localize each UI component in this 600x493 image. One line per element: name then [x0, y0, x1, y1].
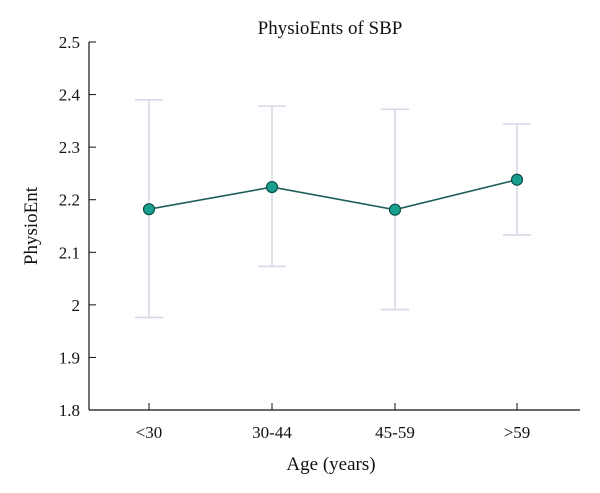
data-point [265, 180, 279, 194]
y-tick-label: 2.1 [59, 243, 80, 262]
y-tick-label: 2.3 [59, 138, 80, 157]
data-point [388, 203, 402, 216]
x-tick-label: 45-59 [375, 423, 415, 442]
series-line [148, 178, 518, 211]
y-tick-label: 2.5 [59, 33, 80, 52]
y-tick-label: 2.4 [59, 86, 81, 105]
y-axis-label: PhysioEnt [21, 186, 42, 265]
y-tick-label: 2 [72, 296, 81, 315]
plot-area: 1.8 1.9 2 2.1 2.2 2.3 2.4 2.5 <30 30-44 45-59 >59 [59, 33, 580, 442]
data-point [142, 203, 156, 216]
x-axis-label: Age (years) [286, 454, 375, 475]
x-tick-label: 30-44 [252, 423, 292, 442]
y-tick-label: 1.8 [59, 401, 80, 420]
y-tick-label: 2.2 [59, 191, 80, 210]
y-tick-label: 1.9 [59, 348, 80, 367]
x-tick-label: >59 [504, 423, 531, 442]
x-tick-label: <30 [136, 423, 163, 442]
data-point [510, 173, 524, 186]
chart-title: PhysioEnts of SBP [258, 18, 403, 39]
